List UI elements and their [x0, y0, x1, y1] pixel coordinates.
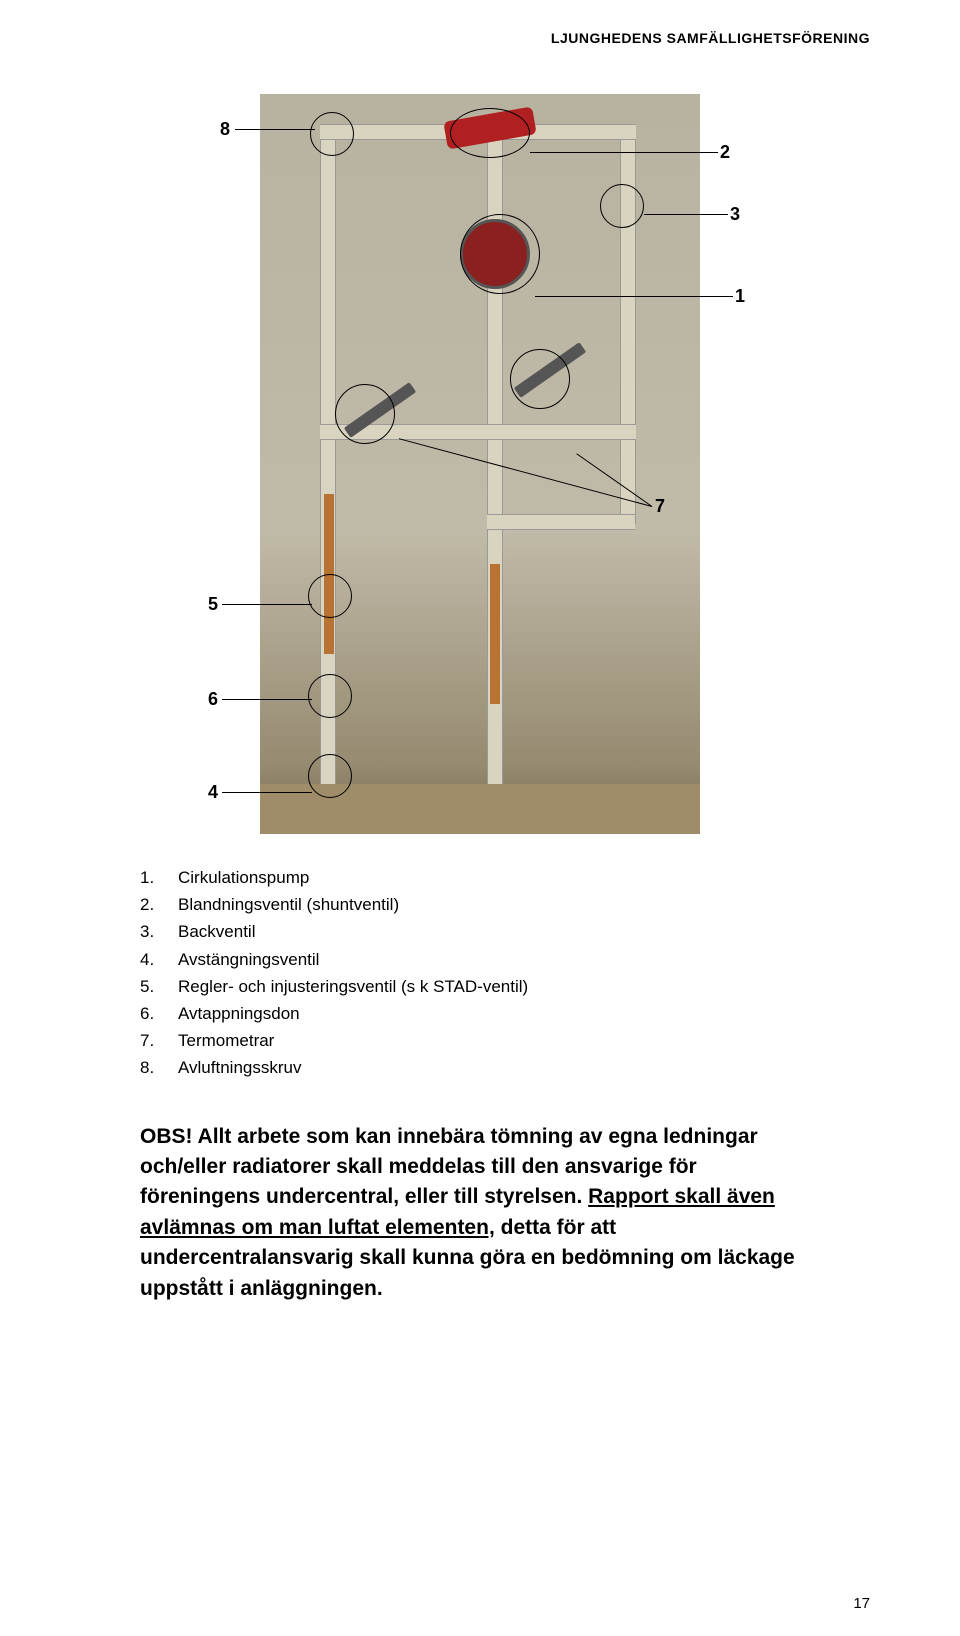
callout-7b — [335, 384, 395, 444]
line-4 — [222, 792, 312, 793]
legend-num: 7. — [140, 1027, 178, 1054]
pipe-lower-horizontal — [487, 514, 635, 530]
page-number: 17 — [853, 1595, 870, 1612]
legend-item: 6. Avtappningsdon — [140, 1000, 820, 1027]
line-6 — [222, 699, 312, 700]
legend-text: Regler- och injusteringsventil (s k STAD… — [178, 973, 820, 1000]
legend-item: 1. Cirkulationspump — [140, 864, 820, 891]
label-4: 4 — [208, 782, 218, 803]
legend-num: 4. — [140, 946, 178, 973]
label-7: 7 — [655, 496, 665, 517]
callout-4 — [308, 754, 352, 798]
legend-text: Blandningsventil (shuntventil) — [178, 891, 820, 918]
legend-text: Termometrar — [178, 1027, 820, 1054]
callout-8 — [310, 112, 354, 156]
legend-item: 5. Regler- och injusteringsventil (s k S… — [140, 973, 820, 1000]
line-2 — [530, 152, 718, 153]
legend-text: Backventil — [178, 918, 820, 945]
callout-7a — [510, 349, 570, 409]
callout-5 — [308, 574, 352, 618]
label-2: 2 — [720, 142, 730, 163]
callout-2 — [450, 108, 530, 158]
legend-num: 1. — [140, 864, 178, 891]
legend-item: 8. Avluftningsskruv — [140, 1054, 820, 1081]
legend-text: Avluftningsskruv — [178, 1054, 820, 1081]
callout-6 — [308, 674, 352, 718]
callout-3 — [600, 184, 644, 228]
legend-num: 6. — [140, 1000, 178, 1027]
legend-item: 4. Avstängningsventil — [140, 946, 820, 973]
legend-text: Cirkulationspump — [178, 864, 820, 891]
label-6: 6 — [208, 689, 218, 710]
legend-item: 3. Backventil — [140, 918, 820, 945]
legend-num: 8. — [140, 1054, 178, 1081]
obs-paragraph: OBS! Allt arbete som kan innebära tömnin… — [140, 1122, 820, 1305]
pipes-figure: 8 2 3 1 7 5 6 4 — [160, 64, 800, 834]
line-8 — [235, 129, 315, 130]
legend-num: 2. — [140, 891, 178, 918]
legend-num: 5. — [140, 973, 178, 1000]
header-org-name: LJUNGHEDENS SAMFÄLLIGHETSFÖRENING — [90, 30, 870, 46]
legend-item: 2. Blandningsventil (shuntventil) — [140, 891, 820, 918]
legend-num: 3. — [140, 918, 178, 945]
callout-1 — [460, 214, 540, 294]
legend-text: Avstängningsventil — [178, 946, 820, 973]
legend-item: 7. Termometrar — [140, 1027, 820, 1054]
label-5: 5 — [208, 594, 218, 615]
legend-text: Avtappningsdon — [178, 1000, 820, 1027]
line-5 — [222, 604, 312, 605]
legend-list: 1. Cirkulationspump 2. Blandningsventil … — [140, 864, 820, 1082]
label-3: 3 — [730, 204, 740, 225]
copper-center — [490, 564, 500, 704]
line-3 — [644, 214, 728, 215]
label-8: 8 — [220, 119, 230, 140]
label-1: 1 — [735, 286, 745, 307]
line-1 — [535, 296, 733, 297]
